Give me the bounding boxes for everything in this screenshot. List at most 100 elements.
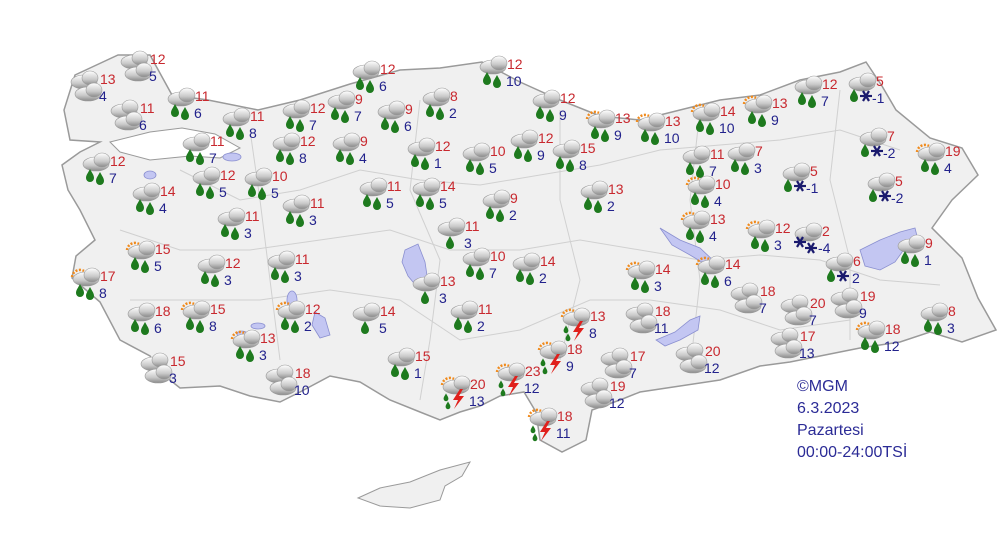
station-forecast: 125 <box>193 167 236 200</box>
min-temperature: 6 <box>404 118 412 134</box>
max-temperature: 12 <box>225 255 241 271</box>
min-temperature: 5 <box>149 68 157 84</box>
station-forecast: 139 <box>587 110 631 143</box>
min-temperature: 4 <box>944 160 952 176</box>
min-temperature: 9 <box>771 112 779 128</box>
min-temperature: 8 <box>209 318 217 334</box>
max-temperature: 14 <box>540 253 556 269</box>
max-temperature: 9 <box>510 190 518 206</box>
station-forecast: 189 <box>539 341 583 374</box>
station-forecast: 127 <box>795 76 838 109</box>
max-temperature: 12 <box>507 56 523 72</box>
min-temperature: 7 <box>629 365 637 381</box>
max-temperature: 5 <box>810 163 818 179</box>
min-temperature: 6 <box>194 105 202 121</box>
station-forecast: 117 <box>683 146 725 179</box>
station-forecast: 116 <box>168 88 210 121</box>
min-temperature: -4 <box>818 240 831 256</box>
station-forecast: 105 <box>463 143 506 176</box>
min-temperature: 5 <box>439 195 447 211</box>
min-temperature: -1 <box>872 90 885 106</box>
station-forecast: 143 <box>627 261 671 294</box>
min-temperature: 5 <box>379 320 387 336</box>
cyprus <box>356 461 472 509</box>
max-temperature: 10 <box>272 168 288 184</box>
max-temperature: 13 <box>590 308 606 324</box>
min-temperature: 3 <box>309 212 317 228</box>
station-forecast: 73 <box>728 143 763 176</box>
min-temperature: 3 <box>259 347 267 363</box>
lakes <box>143 152 919 347</box>
station-forecast: 5-2 <box>868 173 904 206</box>
min-temperature: 1 <box>414 365 422 381</box>
max-temperature: 12 <box>380 61 396 77</box>
station-forecast: 158 <box>553 140 596 173</box>
station-forecast: 123 <box>747 220 791 253</box>
max-temperature: 5 <box>876 73 884 89</box>
station-forecast: 96 <box>378 101 413 134</box>
max-temperature: 17 <box>630 348 646 364</box>
max-temperature: 12 <box>305 301 321 317</box>
min-temperature: 6 <box>139 117 147 133</box>
min-temperature: 2 <box>509 207 517 223</box>
max-temperature: 2 <box>822 223 830 239</box>
max-temperature: 11 <box>295 251 310 267</box>
station-forecast: 105 <box>245 168 288 201</box>
min-temperature: 6 <box>154 320 162 336</box>
max-temperature: 12 <box>310 100 326 116</box>
max-temperature: 6 <box>853 253 861 269</box>
max-temperature: 12 <box>150 51 166 67</box>
min-temperature: -1 <box>806 180 819 196</box>
min-temperature: 7 <box>709 163 717 179</box>
station-forecast: 153 <box>141 353 186 386</box>
min-temperature: 9 <box>559 107 567 123</box>
station-forecast: 92 <box>483 190 518 223</box>
max-temperature: 13 <box>615 110 631 126</box>
max-temperature: 13 <box>440 273 456 289</box>
min-temperature: 3 <box>439 290 447 306</box>
station-forecast: 128 <box>273 133 316 166</box>
max-temperature: 15 <box>170 353 186 369</box>
station-forecast: 113 <box>218 208 260 241</box>
min-temperature: 5 <box>386 195 394 211</box>
min-temperature: 9 <box>566 358 574 374</box>
station-forecast: 177 <box>601 348 646 381</box>
max-temperature: 13 <box>260 330 276 346</box>
min-temperature: 5 <box>489 160 497 176</box>
station-forecast: 142 <box>513 253 556 286</box>
station-forecast: 7-2 <box>860 128 896 161</box>
min-temperature: 7 <box>821 93 829 109</box>
station-forecast: 144 <box>133 183 176 216</box>
min-temperature: 4 <box>709 228 717 244</box>
min-temperature: 2 <box>852 270 860 286</box>
min-temperature: 2 <box>304 318 312 334</box>
station-forecast: 155 <box>127 241 171 274</box>
min-temperature: -2 <box>883 145 896 161</box>
max-temperature: 18 <box>655 303 671 319</box>
min-temperature: 12 <box>884 338 900 354</box>
max-temperature: 15 <box>415 348 431 364</box>
station-forecast: 82 <box>423 88 458 121</box>
min-temperature: 6 <box>724 273 732 289</box>
station-forecast: 5-1 <box>849 73 885 106</box>
copyright-text: ©MGM <box>797 378 848 395</box>
station-forecast: 94 <box>333 133 368 166</box>
station-forecast: 113 <box>438 218 480 251</box>
station-forecast: 2-4 <box>794 223 831 256</box>
min-temperature: 8 <box>589 325 597 341</box>
max-temperature: 5 <box>895 173 903 189</box>
max-temperature: 20 <box>810 295 826 311</box>
forecast-period: 00:00-24:00TSİ <box>797 444 908 461</box>
max-temperature: 12 <box>435 138 451 154</box>
station-forecast: 199 <box>831 288 876 321</box>
station-forecast: 186 <box>128 303 171 336</box>
min-temperature: 10 <box>506 73 522 89</box>
max-temperature: 11 <box>250 108 265 124</box>
max-temperature: 15 <box>210 301 226 317</box>
